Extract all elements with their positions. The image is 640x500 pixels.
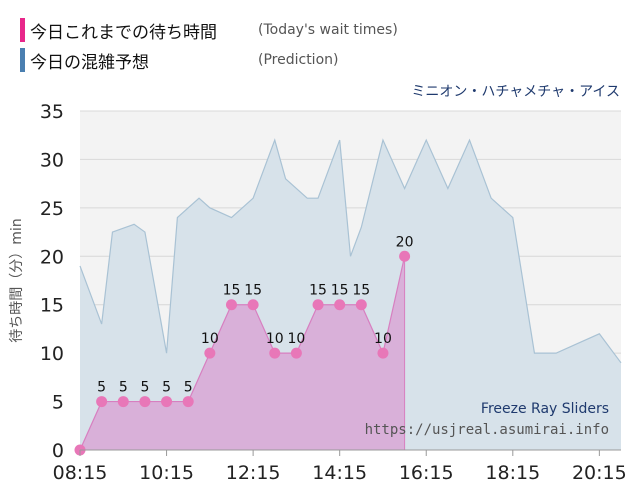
legend-label-prediction: 今日の混雑予想 <box>30 52 149 73</box>
data-label: 20 <box>396 234 414 250</box>
legend-swatch-today <box>20 18 25 42</box>
actual-data-point <box>204 347 216 359</box>
x-tick-label: 12:15 <box>226 462 281 484</box>
data-label: 15 <box>244 283 262 299</box>
actual-series-line <box>79 256 406 451</box>
data-label: 15 <box>331 283 349 299</box>
attraction-name: ミニオン・ハチャメチャ・アイス <box>411 84 620 100</box>
legend-sublabel-today: (Today's wait times) <box>258 22 398 38</box>
data-label: 15 <box>352 283 370 299</box>
legend-swatch-prediction <box>20 48 25 72</box>
x-tick-label: 10:15 <box>139 462 194 484</box>
y-tick-label: 25 <box>40 198 64 220</box>
y-axis-label: 待ち時間（分）min <box>9 218 25 342</box>
data-label: 15 <box>309 283 327 299</box>
y-tick-label: 20 <box>40 246 64 268</box>
data-label: 5 <box>97 380 106 396</box>
actual-data-point <box>269 347 281 359</box>
data-label: 5 <box>140 380 149 396</box>
legend-item-prediction: 今日の混雑予想 (Prediction) <box>20 47 338 73</box>
data-label: 15 <box>223 283 241 299</box>
actual-data-point <box>139 396 151 408</box>
data-label: 5 <box>184 380 193 396</box>
actual-data-point <box>182 396 194 408</box>
y-tick-label: 10 <box>40 343 64 365</box>
actual-data-point <box>290 347 302 359</box>
y-tick-label: 15 <box>40 295 64 317</box>
actual-data-point <box>96 396 108 408</box>
legend-sublabel-prediction: (Prediction) <box>258 52 339 68</box>
actual-data-point <box>225 299 237 311</box>
actual-data-point <box>247 299 259 311</box>
data-label: 10 <box>374 331 392 347</box>
y-tick-label: 35 <box>40 101 64 123</box>
x-tick-label: 08:15 <box>53 462 108 484</box>
x-tick-label: 20:15 <box>572 462 627 484</box>
legend-label-today: 今日これまでの待ち時間 <box>30 22 217 43</box>
x-tick-label: 18:15 <box>485 462 540 484</box>
data-label: 5 <box>119 380 128 396</box>
actual-data-point <box>161 396 173 408</box>
actual-data-point <box>312 299 324 311</box>
ride-name-watermark: Freeze Ray Sliders <box>480 401 609 417</box>
data-label: 10 <box>266 331 284 347</box>
x-tick-label: 14:15 <box>312 462 367 484</box>
data-label: 5 <box>162 380 171 396</box>
legend-item-today: 今日これまでの待ち時間 (Today's wait times) <box>20 17 398 43</box>
actual-data-point <box>377 347 389 359</box>
actual-data-point <box>334 299 346 311</box>
x-tick-label: 16:15 <box>399 462 454 484</box>
actual-data-point <box>117 396 129 408</box>
y-tick-label: 5 <box>52 392 64 414</box>
actual-data-point <box>355 299 367 311</box>
data-label: 10 <box>287 331 305 347</box>
prediction-series-line <box>79 138 622 364</box>
y-tick-label: 0 <box>52 440 64 462</box>
site-url-watermark: https://usjreal.asumirai.info <box>364 422 609 438</box>
actual-data-point <box>399 250 411 262</box>
y-tick-label: 30 <box>40 149 64 171</box>
data-label: 10 <box>201 331 219 347</box>
